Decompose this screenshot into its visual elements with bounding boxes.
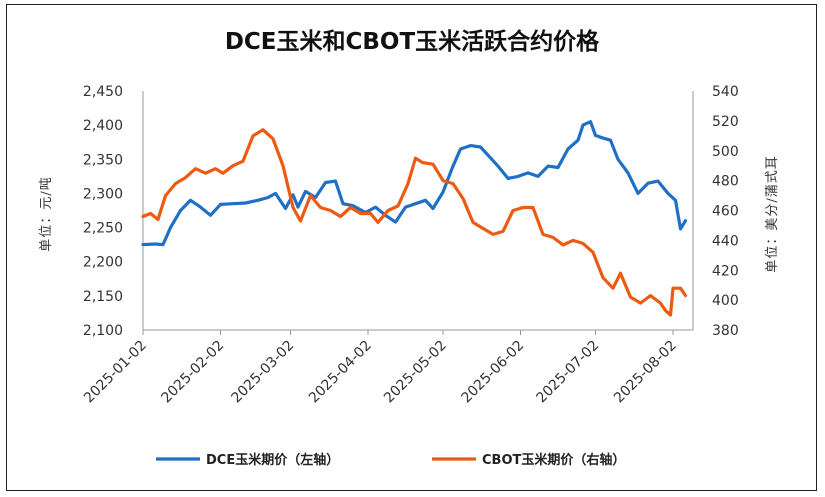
right-tick-label: 420 (712, 263, 739, 279)
left-axis-title: 单位：元/吨 (39, 176, 54, 251)
x-tick-label: 2025-01-02 (81, 338, 150, 407)
right-tick-label: 480 (712, 174, 739, 190)
chart-title: DCE玉米和CBOT玉米活跃合约价格 (225, 28, 600, 55)
series-lines (141, 120, 688, 317)
left-tick-label: 2,350 (83, 152, 123, 168)
left-tick-label: 2,300 (83, 186, 123, 202)
left-tick-label: 2,100 (83, 323, 123, 339)
x-tick-label: 2025-04-02 (306, 338, 375, 407)
left-tick-label: 2,250 (83, 221, 123, 237)
legend-label-dce: DCE玉米期价（左轴） (206, 452, 339, 468)
right-tick-label: 440 (712, 233, 739, 249)
left-axis-ticks: 2,100 2,150 2,200 2,250 2,300 2,350 2,400 2,450 (83, 84, 123, 339)
x-tick-label: 2025-03-02 (228, 338, 297, 407)
chart-frame (6, 4, 817, 491)
x-axis-ticks: 2025-01-02 2025-02-02 2025-03-02 2025-04-02… (81, 330, 680, 406)
dce-series-line (141, 120, 688, 247)
right-tick-label: 400 (712, 293, 739, 309)
right-tick-label: 500 (712, 144, 739, 160)
cbot-series-line (141, 128, 688, 317)
left-tick-label: 2,400 (83, 118, 123, 134)
legend-label-cbot: CBOT玉米期价（右轴） (482, 452, 625, 468)
right-tick-label: 460 (712, 204, 739, 220)
axes (142, 91, 694, 331)
right-axis-ticks: 380 400 420 440 460 480 500 520 540 (712, 84, 739, 339)
left-tick-label: 2,200 (83, 255, 123, 271)
x-tick-label: 2025-07-02 (533, 338, 602, 407)
right-tick-label: 520 (712, 114, 739, 130)
x-tick-label: 2025-06-02 (458, 338, 527, 407)
legend: DCE玉米期价（左轴） CBOT玉米期价（右轴） (156, 452, 625, 468)
x-tick-label: 2025-05-02 (381, 338, 450, 407)
right-tick-label: 380 (712, 323, 739, 339)
left-tick-label: 2,150 (83, 289, 123, 305)
right-tick-label: 540 (712, 84, 739, 100)
x-tick-label: 2025-02-02 (158, 338, 227, 407)
right-axis-title: 单位：美分/蒲式耳 (765, 155, 780, 272)
x-tick-label: 2025-08-02 (611, 338, 680, 407)
left-tick-label: 2,450 (83, 84, 123, 100)
